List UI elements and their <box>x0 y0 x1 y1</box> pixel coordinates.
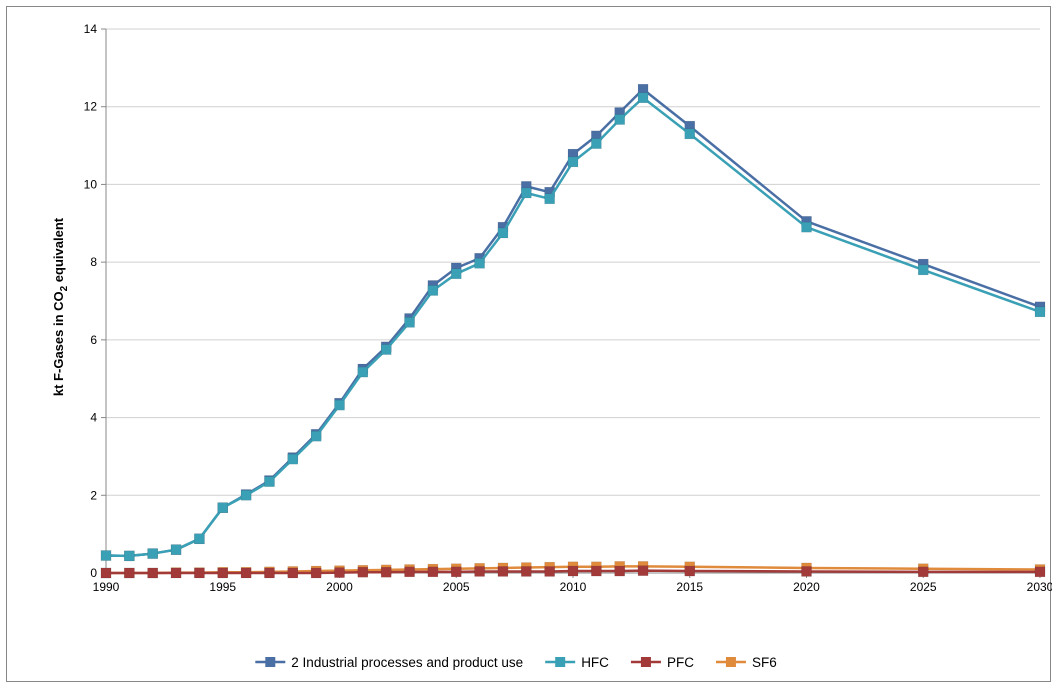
legend-label: HFC <box>581 655 609 670</box>
x-tick-label: 2000 <box>326 580 353 594</box>
y-tick-label: 4 <box>90 411 97 425</box>
series-2-industrial-processes-and-product-use <box>100 83 1046 562</box>
data-point <box>194 567 205 579</box>
data-point <box>334 567 345 578</box>
data-point <box>614 565 625 577</box>
data-point <box>567 565 579 577</box>
data-point <box>918 566 929 578</box>
data-point <box>334 399 345 411</box>
data-point <box>614 114 625 125</box>
data-point <box>217 502 228 513</box>
y-tick-labels: 0 2 4 6 8 10 12 14 <box>84 22 98 580</box>
legend-item: SF6 <box>715 655 777 670</box>
legend-marker <box>555 657 566 667</box>
data-point <box>217 567 228 579</box>
data-point <box>427 285 439 296</box>
x-tick-label: 2005 <box>443 580 470 594</box>
data-point <box>427 566 439 578</box>
legend-item: 2 Industrial processes and product use <box>255 655 523 670</box>
data-point <box>544 566 555 577</box>
data-point <box>474 258 485 269</box>
data-point <box>357 366 369 378</box>
data-point <box>380 566 392 578</box>
data-point <box>240 567 252 579</box>
line-chart: 0 2 4 6 8 10 12 14 1990 1995 2000 2005 2010 2015 2020… <box>51 22 1054 670</box>
data-point <box>170 544 182 555</box>
y-tick-label: 8 <box>90 255 97 269</box>
data-point <box>194 533 205 545</box>
y-tick-label: 0 <box>90 566 97 580</box>
data-point <box>521 566 532 577</box>
y-tick-label: 12 <box>84 100 98 114</box>
legend-label: SF6 <box>752 655 777 670</box>
data-point <box>474 566 485 577</box>
series-line <box>106 569 1040 575</box>
data-point <box>147 548 158 559</box>
data-point <box>637 565 649 576</box>
data-point <box>497 566 509 577</box>
data-point <box>801 566 812 577</box>
data-point <box>100 567 112 579</box>
data-point <box>404 566 415 578</box>
data-point <box>124 550 135 562</box>
series-hfc <box>100 92 1046 562</box>
x-tick-label: 2030 <box>1027 580 1052 594</box>
y-tick-label: 14 <box>84 22 98 36</box>
chart-frame: 0 2 4 6 8 10 12 14 1990 1995 2000 2005 2010 2015 2020… <box>6 6 1054 682</box>
y-tick-label: 10 <box>84 177 98 191</box>
gridlines <box>106 28 1040 496</box>
data-point <box>521 187 532 199</box>
x-tick-label: 2025 <box>910 580 937 594</box>
data-point <box>404 317 415 328</box>
data-point <box>637 92 649 104</box>
x-tick-label: 2015 <box>676 580 703 594</box>
data-point <box>451 268 462 280</box>
data-point <box>170 567 182 579</box>
data-point <box>684 565 695 577</box>
series-line <box>105 96 1041 558</box>
data-point <box>567 156 579 168</box>
x-tick-label: 2010 <box>560 580 587 594</box>
data-point <box>1034 566 1046 578</box>
data-point <box>918 264 929 276</box>
x-tick-labels: 1990 1995 2000 2005 2010 2015 2020 2025 2030 <box>93 580 1054 594</box>
data-point <box>264 476 275 487</box>
legend-label: 2 Industrial processes and product use <box>291 655 523 670</box>
legend-marker <box>725 657 736 667</box>
data-point <box>147 567 158 579</box>
data-point <box>240 490 252 501</box>
x-tick-label: 1990 <box>93 580 120 594</box>
data-point <box>591 138 602 149</box>
legend-item: PFC <box>630 655 694 670</box>
y-tick-label: 6 <box>90 333 97 347</box>
data-point <box>497 227 509 239</box>
data-point <box>684 128 695 140</box>
series-pfc <box>100 565 1046 579</box>
data-point <box>264 567 275 579</box>
legend-marker <box>265 657 276 667</box>
data-point <box>544 193 555 205</box>
data-point <box>100 550 112 561</box>
legend-label: PFC <box>667 655 694 670</box>
legend-item: HFC <box>545 655 609 670</box>
y-tick-label: 2 <box>90 488 97 502</box>
data-point <box>591 565 602 577</box>
data-point <box>124 567 135 579</box>
data-point <box>310 430 322 442</box>
series-lines <box>100 83 1046 579</box>
x-tick-label: 2020 <box>793 580 820 594</box>
legend-marker <box>640 657 651 667</box>
data-point <box>801 221 812 233</box>
data-point <box>357 566 369 578</box>
data-point <box>287 567 299 579</box>
legend: 2 Industrial processes and product use HF… <box>255 655 777 670</box>
data-point <box>310 567 322 579</box>
data-point <box>451 566 462 578</box>
x-tick-label: 1995 <box>209 580 236 594</box>
data-point <box>287 453 299 465</box>
y-axis-label: kt F-Gases in CO2 equivalent <box>51 217 70 396</box>
data-point <box>380 344 392 355</box>
data-point <box>1034 306 1046 318</box>
